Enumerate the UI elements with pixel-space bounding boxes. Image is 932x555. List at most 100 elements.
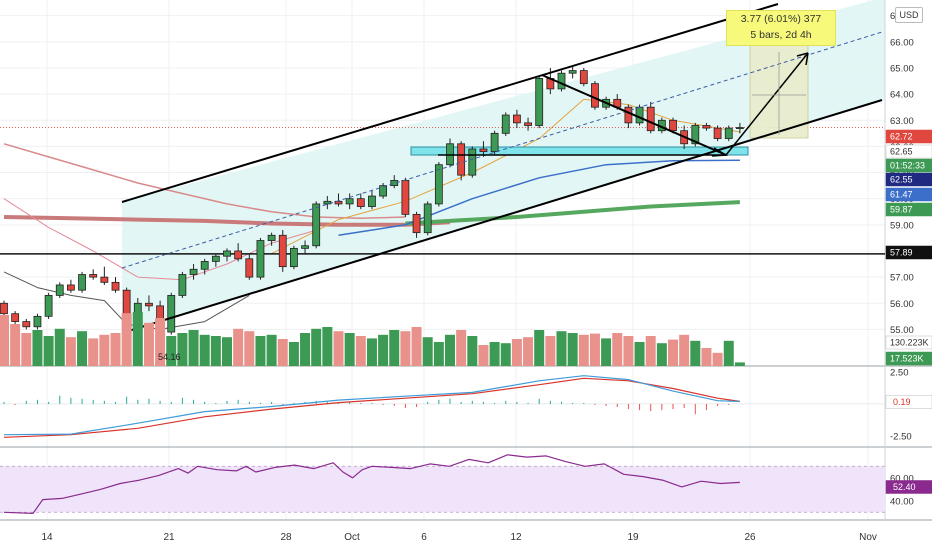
price-label-box xyxy=(885,187,932,202)
volume-bar xyxy=(656,343,667,366)
candle-body xyxy=(379,185,388,197)
macd-value-box xyxy=(885,395,932,409)
volume-bar xyxy=(489,342,500,366)
candle-body xyxy=(223,250,231,257)
volume-bar xyxy=(723,340,734,366)
volume-bar xyxy=(389,330,400,366)
volume-bar xyxy=(578,334,589,366)
ema-blue-line xyxy=(338,159,740,237)
macd-value-label: 0.19 xyxy=(893,397,911,407)
volume-bar xyxy=(155,318,166,366)
candle-body xyxy=(535,78,544,126)
volume-bar xyxy=(623,336,634,366)
x-tick-label: Nov xyxy=(859,532,877,543)
volume-bar xyxy=(690,340,701,366)
volume-bar xyxy=(478,345,489,366)
rsi-tick-label: 60.00 xyxy=(890,473,914,484)
candle-body xyxy=(724,127,733,139)
currency-label: USD xyxy=(899,10,919,20)
volume-bar xyxy=(556,331,567,366)
volume-bar xyxy=(445,334,455,366)
volume-bar xyxy=(255,336,266,366)
arrow-head xyxy=(711,147,729,157)
measure-tooltip: 3.77 (6.01%) 377 5 bars, 2d 4h xyxy=(726,10,836,46)
candle-body xyxy=(513,114,521,124)
volume-bar xyxy=(422,337,433,366)
price-tick-label: 65.00 xyxy=(890,63,914,74)
x-tick-label: Oct xyxy=(344,532,360,543)
candle-body xyxy=(11,313,20,322)
candle-body xyxy=(145,302,153,307)
price-label-box xyxy=(885,202,932,217)
volume-bar xyxy=(21,333,32,366)
volume-bar xyxy=(378,334,389,366)
volume-bar xyxy=(366,338,377,366)
candle-body xyxy=(334,200,343,205)
candle-body xyxy=(713,127,722,139)
volume-bar xyxy=(545,336,556,366)
candle-body xyxy=(490,132,499,153)
candle-body xyxy=(390,179,399,187)
volume-bar xyxy=(567,333,578,366)
candle-body xyxy=(200,261,209,270)
currency-badge[interactable]: USD xyxy=(895,7,923,23)
macd-tick-label: -2.50 xyxy=(890,432,912,443)
volume-bar xyxy=(266,334,277,366)
x-tick-label: 26 xyxy=(744,532,756,543)
x-tick-label: 19 xyxy=(627,532,639,543)
candle-body xyxy=(446,143,454,166)
candle-body xyxy=(479,148,488,153)
candle-body xyxy=(345,198,354,205)
volume-bar xyxy=(99,334,110,366)
candle-body xyxy=(278,234,287,268)
volume-bar xyxy=(612,333,623,366)
candle-body xyxy=(401,179,410,215)
rsi-value-box xyxy=(885,480,932,494)
volume-bar xyxy=(712,352,723,366)
price-tick-label: 59.00 xyxy=(890,220,914,231)
candle-body xyxy=(245,258,254,278)
price-tick-label: 64.00 xyxy=(890,90,914,101)
volume-bar xyxy=(601,338,612,366)
candle-body xyxy=(356,198,365,207)
candle-body xyxy=(167,295,176,333)
candle-body xyxy=(44,295,53,317)
candle-body xyxy=(234,250,243,260)
volume-bar xyxy=(188,330,199,366)
x-tick-label: 6 xyxy=(421,532,427,543)
volume-bar xyxy=(679,334,690,366)
candle-body xyxy=(457,143,466,176)
volume-bar xyxy=(177,333,188,366)
price-label: 57.89 xyxy=(890,248,913,258)
candle-body xyxy=(189,268,198,275)
candle-body xyxy=(289,247,298,268)
rsi-tick-label: 40.00 xyxy=(890,496,914,507)
volume-bar xyxy=(400,331,411,366)
candle-body xyxy=(579,70,588,85)
volume-bar xyxy=(701,348,712,366)
volume-bar xyxy=(199,334,210,366)
price-tick-label: 63.00 xyxy=(890,116,914,127)
volume-bar xyxy=(43,336,54,366)
price-label-box xyxy=(885,144,932,159)
candle-body xyxy=(646,106,655,132)
projection-arrow xyxy=(725,52,809,156)
price-label-box xyxy=(885,158,932,173)
candle-body xyxy=(78,274,86,291)
price-tick-label: 56.00 xyxy=(890,299,914,310)
candle-body xyxy=(434,164,443,205)
candle-body xyxy=(501,114,510,134)
price-label: 59.87 xyxy=(890,205,913,215)
sma-red-line xyxy=(3,215,451,227)
candle-body xyxy=(89,274,98,278)
volume-bar xyxy=(210,336,221,366)
rsi-band xyxy=(0,466,885,513)
price-label-box xyxy=(885,172,932,187)
candle-body xyxy=(100,276,109,283)
candle-body xyxy=(468,148,477,176)
rsi-value-label: 52.40 xyxy=(893,482,916,492)
macd-signal-line xyxy=(3,377,740,438)
candle-body xyxy=(256,240,265,278)
macd-line xyxy=(3,375,740,436)
